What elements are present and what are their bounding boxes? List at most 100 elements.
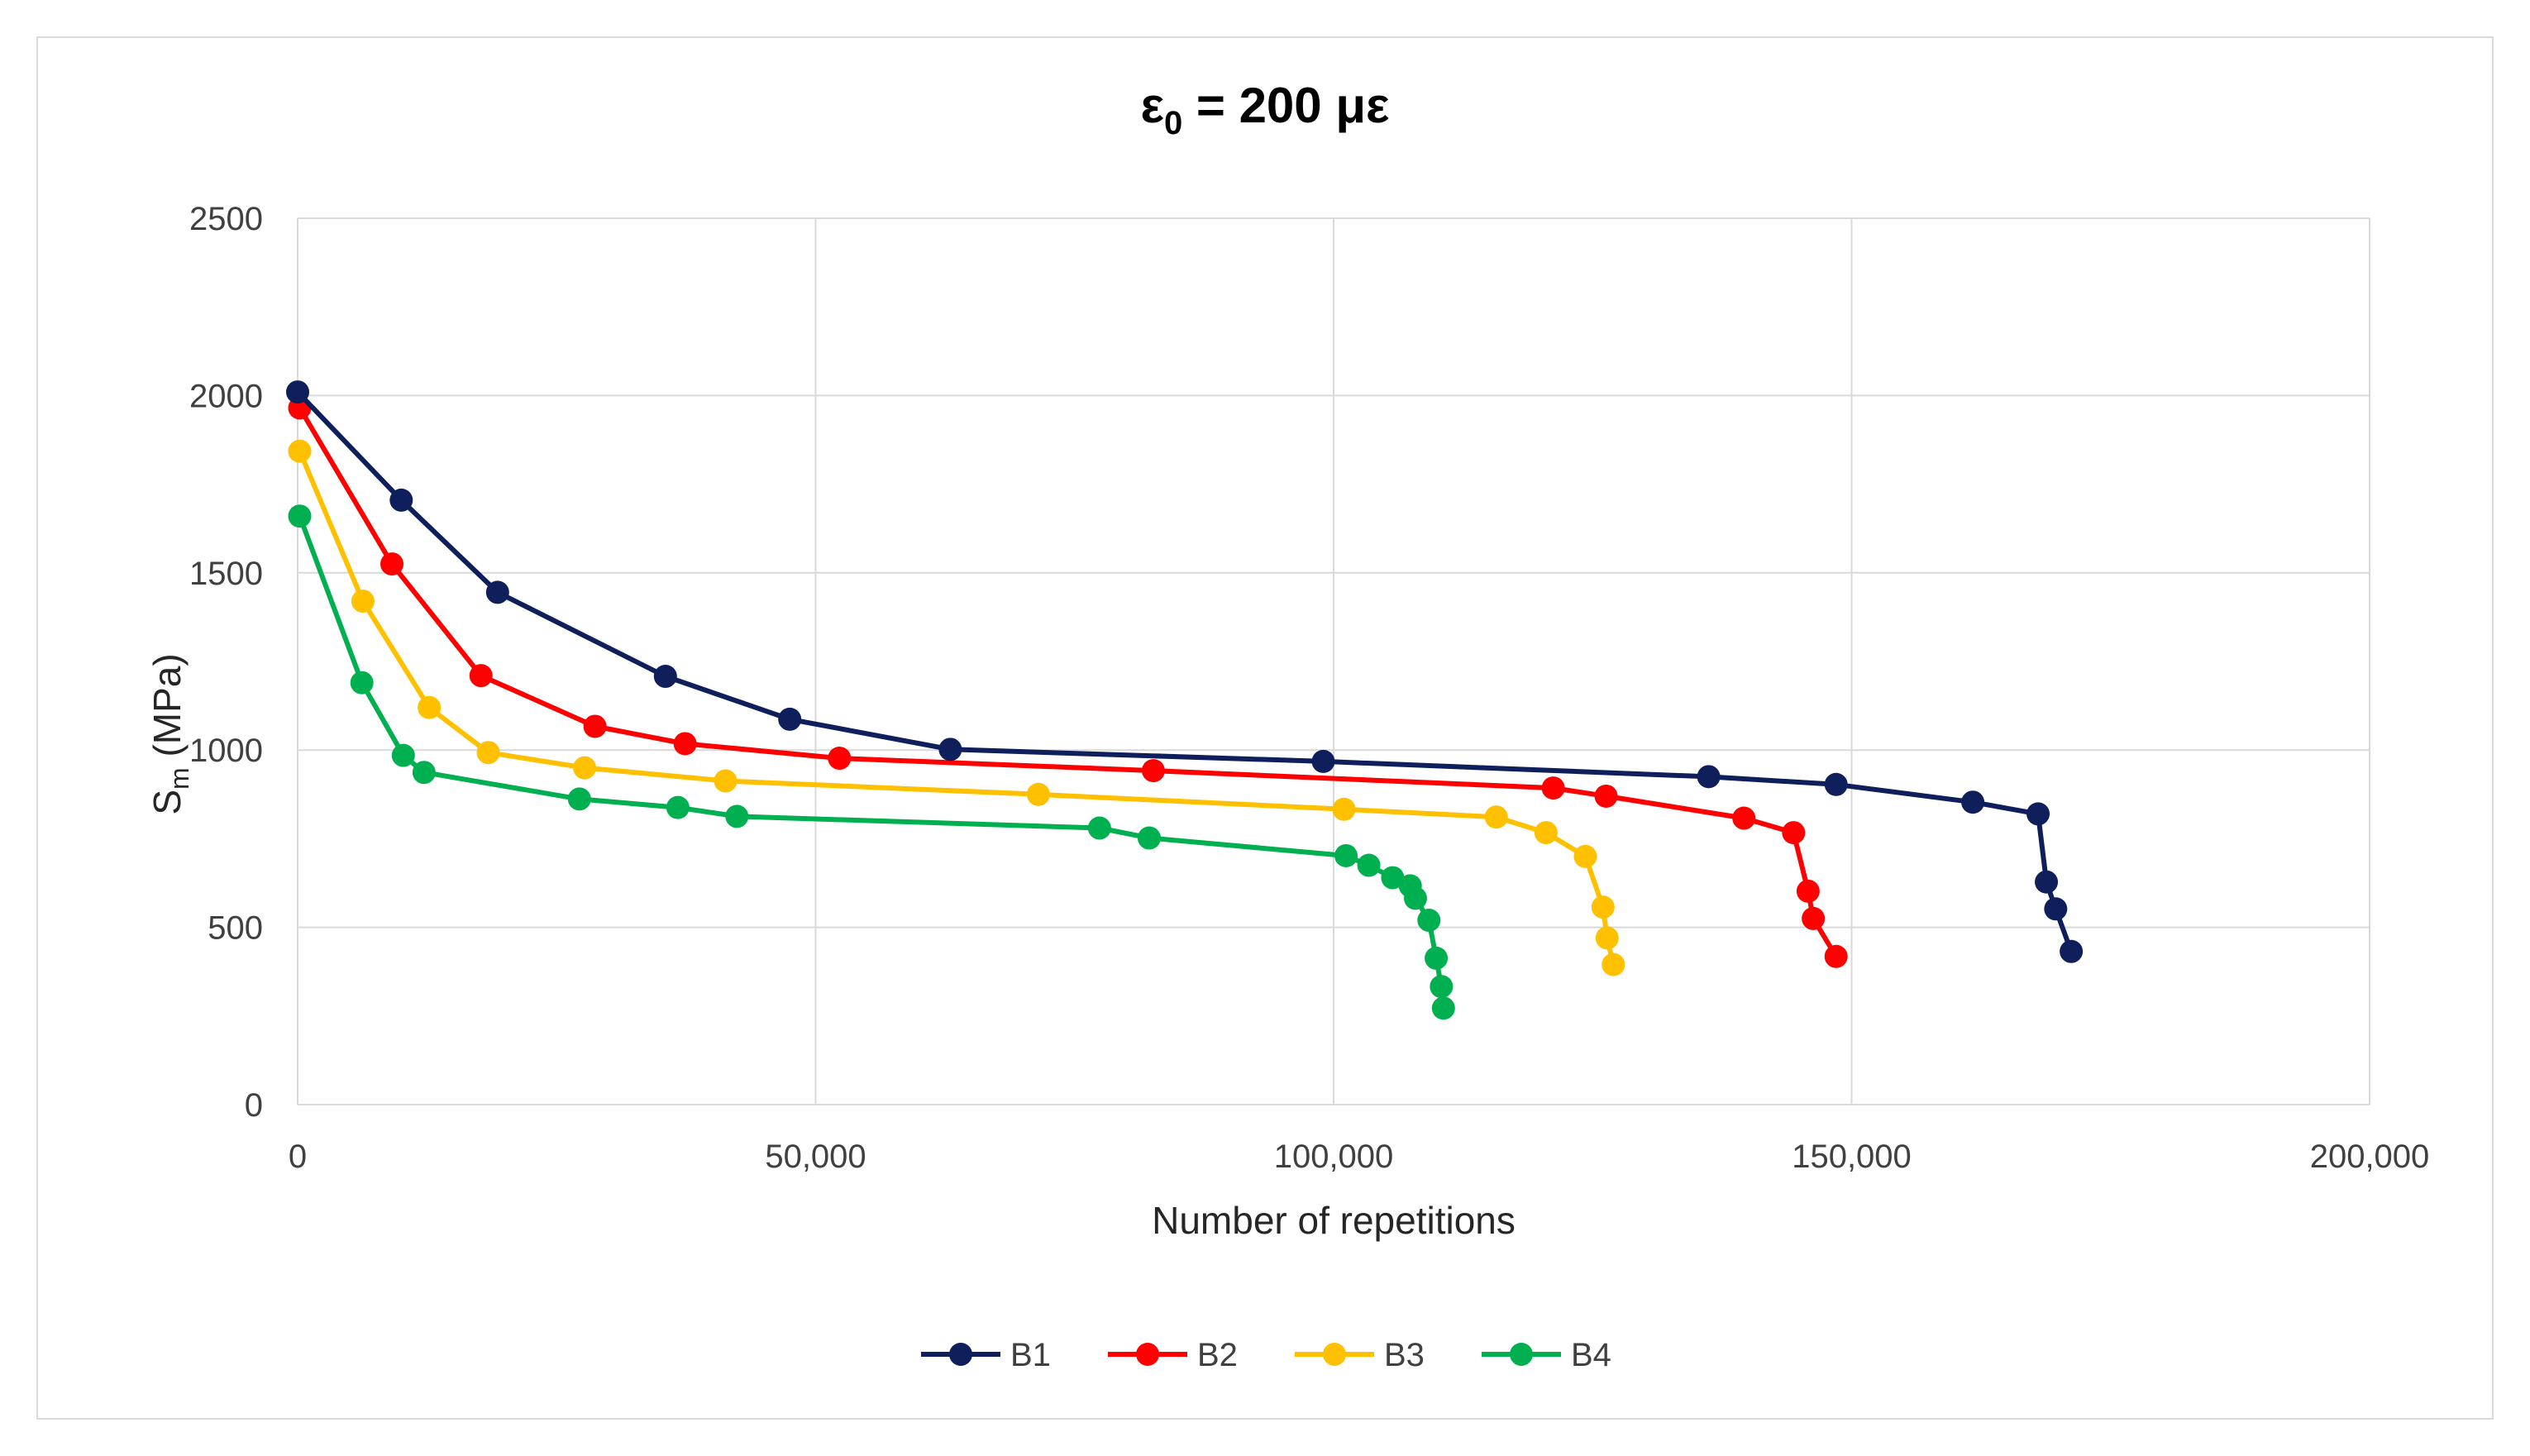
data-point-b4 xyxy=(288,504,312,528)
data-point-b4 xyxy=(1357,853,1381,877)
data-point-b4 xyxy=(391,743,415,767)
legend-item-b2: B2 xyxy=(1108,1337,1238,1373)
series-group xyxy=(286,380,2084,1020)
data-point-b1 xyxy=(286,380,309,404)
data-point-b3 xyxy=(1484,805,1508,829)
series-b2 xyxy=(288,396,1848,968)
legend-label: B4 xyxy=(1571,1337,1611,1373)
data-point-b2 xyxy=(828,747,852,771)
data-point-b2 xyxy=(1541,776,1565,800)
data-point-b4 xyxy=(1403,886,1427,910)
y-axis-title-main: S xyxy=(146,790,189,815)
chart-title: ε0 = 200 με xyxy=(1140,78,1389,141)
data-point-b1 xyxy=(2060,939,2084,963)
series-line-b2 xyxy=(297,405,1839,959)
y-tick-label: 1000 xyxy=(189,733,263,769)
data-point-b4 xyxy=(1381,866,1405,890)
data-point-b4 xyxy=(567,787,591,811)
legend-item-b4: B4 xyxy=(1482,1337,1611,1373)
data-point-b3 xyxy=(1595,926,1619,950)
data-point-b1 xyxy=(2026,802,2050,826)
series-b4 xyxy=(288,504,1455,1020)
data-point-b2 xyxy=(1782,821,1806,845)
data-point-b4 xyxy=(1430,975,1454,999)
legend-label: B1 xyxy=(1010,1337,1051,1373)
chart-title-rest: = 200 με xyxy=(1182,78,1389,133)
y-axis-title-rest: (MPa) xyxy=(146,653,189,767)
data-point-b4 xyxy=(666,795,690,819)
data-point-b3 xyxy=(1534,821,1558,845)
data-point-b4 xyxy=(725,804,749,828)
y-tick-label: 500 xyxy=(208,910,263,947)
data-point-b4 xyxy=(350,671,374,695)
legend-label: B2 xyxy=(1197,1337,1238,1373)
data-point-b2 xyxy=(583,714,607,738)
legend-marker xyxy=(1323,1343,1346,1366)
data-point-b4 xyxy=(1137,826,1161,850)
data-point-b2 xyxy=(469,664,493,688)
data-point-b4 xyxy=(412,761,436,785)
data-point-b3 xyxy=(288,439,312,463)
data-point-b2 xyxy=(380,552,404,576)
data-point-b3 xyxy=(476,741,500,765)
data-point-b2 xyxy=(1732,806,1756,830)
legend: B1 B2 B3 B4 xyxy=(921,1337,1611,1373)
data-point-b2 xyxy=(1802,906,1826,930)
x-tick-label: 100,000 xyxy=(1274,1139,1394,1175)
data-point-b3 xyxy=(418,695,442,719)
grid xyxy=(297,217,2370,1105)
data-point-b3 xyxy=(1602,952,1625,976)
data-point-b1 xyxy=(653,665,677,689)
legend-marker xyxy=(1510,1343,1533,1366)
series-b1 xyxy=(286,380,2084,963)
data-point-b4 xyxy=(1334,843,1358,867)
data-point-b1 xyxy=(1697,765,1721,789)
chart-title-symbol: ε xyxy=(1140,78,1163,133)
data-point-b1 xyxy=(389,488,413,512)
data-point-b4 xyxy=(1087,816,1111,840)
x-tick-label: 50,000 xyxy=(765,1139,866,1175)
data-point-b1 xyxy=(1824,772,1848,796)
legend-marker xyxy=(1136,1343,1159,1366)
legend-marker xyxy=(949,1343,972,1366)
y-tick-label: 0 xyxy=(245,1087,263,1124)
series-b3 xyxy=(288,439,1625,976)
y-axis-title: Sm (MPa) xyxy=(146,653,194,814)
data-point-b1 xyxy=(2044,897,2068,921)
data-point-b3 xyxy=(573,756,597,780)
legend-item-b3: B3 xyxy=(1295,1337,1425,1373)
chart-title-subscript: 0 xyxy=(1164,105,1182,141)
legend-item-b1: B1 xyxy=(921,1337,1051,1373)
legend-label: B3 xyxy=(1384,1337,1425,1373)
data-point-b3 xyxy=(714,769,738,793)
x-tick-label: 0 xyxy=(289,1139,307,1175)
data-point-b4 xyxy=(1425,946,1449,970)
data-point-b1 xyxy=(778,707,802,731)
data-point-b1 xyxy=(1311,749,1335,773)
chart-frame: 0 500 1000 1500 2000 2500 0 50,000 100,000 150,00… xyxy=(36,36,2494,1420)
data-point-b2 xyxy=(1141,759,1165,783)
x-tick-label: 150,000 xyxy=(1792,1139,1912,1175)
y-tick-label: 1500 xyxy=(189,556,263,592)
data-point-b3 xyxy=(1332,797,1356,821)
data-point-b1 xyxy=(2035,870,2059,894)
y-tick-label: 2000 xyxy=(189,378,263,414)
y-tick-label: 2500 xyxy=(189,201,263,237)
data-point-b2 xyxy=(1824,944,1848,968)
data-point-b3 xyxy=(1573,844,1597,868)
x-tick-label: 200,000 xyxy=(2310,1139,2430,1175)
data-point-b4 xyxy=(1431,996,1455,1020)
data-point-b2 xyxy=(673,732,697,756)
data-point-b3 xyxy=(351,590,375,613)
y-axis-title-subscript: m xyxy=(165,767,194,790)
data-point-b1 xyxy=(1961,790,1985,814)
tick-labels: 0 500 1000 1500 2000 2500 0 50,000 100,000 150,00… xyxy=(189,201,2429,1175)
data-point-b3 xyxy=(1026,782,1050,806)
data-point-b2 xyxy=(1594,784,1618,808)
data-point-b3 xyxy=(1591,895,1615,919)
series-line-b1 xyxy=(295,389,2074,954)
data-point-b2 xyxy=(1796,879,1820,903)
x-axis-title: Number of repetitions xyxy=(1152,1199,1516,1242)
data-point-b1 xyxy=(485,580,509,604)
chart-canvas: 0 500 1000 1500 2000 2500 0 50,000 100,000 150,00… xyxy=(146,78,2429,1373)
